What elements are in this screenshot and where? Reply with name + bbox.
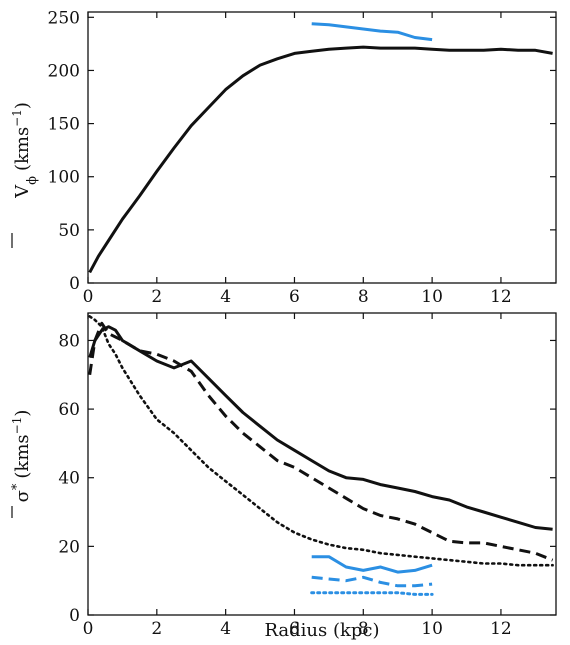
bottom-y-axis-label-sup: * (10, 483, 25, 490)
bottom-y-axis-label: σ* (kms−1) (10, 410, 34, 503)
bottom-x-tick-label: 8 (358, 619, 369, 639)
top-x-tick-label: 6 (289, 287, 300, 307)
velocity-dispersion-panel: 0 2 4 6 8 10 12 0 20 40 60 80 σ* (kms−1) Radius (kpc… (10, 312, 557, 641)
bottom-y-tick-label: 20 (58, 537, 80, 557)
bottom-y-axis-label-unit: (kms (12, 434, 33, 478)
bottom-plot-frame (87, 312, 557, 616)
rotation-velocity-panel: 0 2 4 6 8 10 12 0 50 100 150 200 250 Vϕ (kms−1) (10, 8, 557, 307)
top-y-tick-label: 200 (48, 61, 80, 81)
top-y-tick-label: 250 (48, 8, 80, 28)
top-x-tick-label: 4 (220, 287, 231, 307)
bottom-x-tick-label: 4 (220, 619, 231, 639)
top-y-axis-label-sub: ϕ (25, 176, 40, 185)
bottom-y-axis-label-exp: −1 (10, 417, 24, 435)
bottom-x-tick-label: 6 (289, 619, 300, 639)
top-x-tick-label: 10 (421, 287, 443, 307)
top-x-tick-label: 8 (358, 287, 369, 307)
top-y-tick-label: 0 (69, 274, 80, 294)
top-plot-frame (87, 11, 557, 284)
bottom-y-tick-label: 40 (58, 469, 80, 489)
bottom-series-model-solid-line (88, 325, 553, 531)
top-x-tick-label: 12 (490, 287, 512, 307)
x-axis-label: Radius (kpc) (264, 620, 379, 641)
bottom-plot-ticks: 0 2 4 6 8 10 12 0 20 40 60 80 (58, 313, 556, 639)
bottom-series-observed-dashed-line (311, 575, 433, 588)
top-plot-marks (88, 22, 553, 274)
bottom-y-tick-label: 0 (69, 606, 80, 626)
bottom-x-tick-label: 0 (83, 619, 94, 639)
top-x-tick-label: 2 (151, 287, 162, 307)
bottom-series-model-dashed-line (88, 321, 554, 562)
top-y-axis-label-unit: (kms (12, 127, 33, 171)
top-x-tick-label: 0 (83, 287, 94, 307)
bottom-x-tick-label: 12 (490, 619, 512, 639)
top-series-model-solid-line (88, 45, 553, 274)
bottom-series-model-dotted-line (88, 315, 554, 567)
top-plot-ticks: 0 2 4 6 8 10 12 0 50 100 150 200 250 (48, 8, 556, 307)
bottom-plot-marks (88, 315, 554, 596)
bottom-series-observed-solid-line (311, 555, 433, 574)
top-series-observed-solid-line (311, 22, 433, 42)
bottom-x-tick-label: 10 (421, 619, 443, 639)
bottom-x-tick-label: 2 (151, 619, 162, 639)
bottom-y-tick-label: 80 (58, 331, 80, 351)
top-y-tick-label: 50 (58, 221, 80, 241)
bottom-series-observed-dotted-line (310, 591, 434, 596)
bottom-y-tick-label: 60 (58, 400, 80, 420)
bottom-y-axis-label-main: σ (12, 490, 33, 502)
top-y-axis-label-close: ) (12, 102, 33, 109)
top-y-axis-label: Vϕ (kms−1) (10, 102, 40, 199)
bottom-y-axis-label-close: ) (12, 410, 33, 417)
top-y-tick-label: 150 (48, 115, 80, 135)
top-y-tick-label: 100 (48, 168, 80, 188)
top-y-axis-label-exp: −1 (10, 109, 24, 127)
top-y-axis-label-main: V (12, 184, 33, 199)
